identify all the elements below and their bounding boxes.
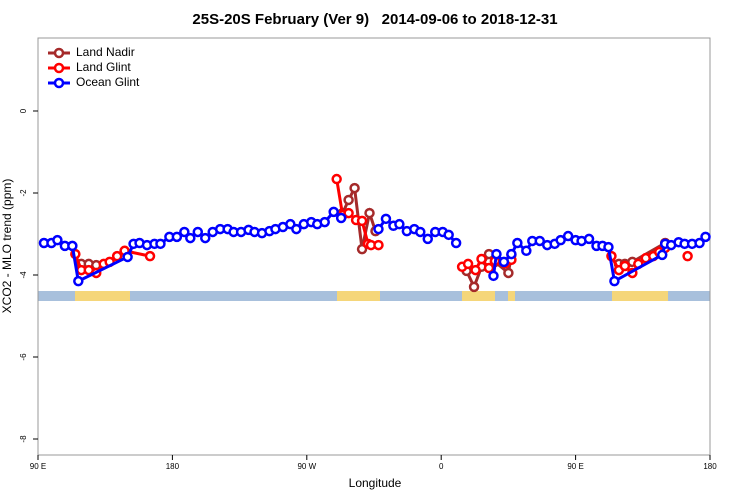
- data-point: [111, 250, 123, 262]
- data-point: [555, 234, 566, 246]
- data-point: [422, 233, 434, 245]
- data-point: [373, 239, 384, 251]
- data-point: [343, 207, 354, 219]
- data-point: [73, 275, 84, 287]
- data-point: [185, 232, 196, 244]
- data-point: [503, 267, 514, 279]
- data-point: [192, 226, 204, 238]
- data-point: [521, 245, 532, 257]
- data-point: [443, 229, 454, 241]
- data-point: [470, 264, 481, 276]
- data-point: [364, 207, 375, 219]
- data-point: [694, 237, 705, 249]
- data-point: [534, 235, 546, 247]
- data-point: [155, 238, 166, 250]
- data-point: [506, 248, 517, 260]
- data-point: [450, 237, 462, 249]
- data-point: [328, 206, 339, 218]
- legend-marker: [53, 77, 65, 89]
- y-tick-label: -8: [19, 435, 28, 443]
- data-point: [656, 249, 668, 261]
- data-point: [179, 226, 190, 238]
- x-tick-label: 90 E: [567, 462, 583, 471]
- legend-marker: [53, 47, 65, 59]
- data-point: [67, 240, 78, 252]
- data-point: [335, 212, 347, 224]
- y-tick-label: -2: [19, 189, 28, 197]
- y-tick-label: 0: [19, 108, 28, 113]
- data-point: [491, 248, 502, 260]
- x-tick-label: 0: [439, 462, 444, 471]
- x-tick-label: 180: [166, 462, 180, 471]
- data-point: [144, 250, 156, 262]
- data-point: [373, 223, 384, 235]
- y-axis-label: XCO2 - MLO trend (ppm): [0, 179, 14, 314]
- plot-frame: [37, 37, 711, 456]
- data-point: [562, 230, 574, 242]
- legend-marker: [53, 62, 65, 74]
- legend-label: Land Glint: [76, 60, 131, 74]
- data-point: [319, 216, 330, 228]
- data-point: [700, 231, 711, 243]
- legend-label: Land Nadir: [76, 45, 135, 59]
- x-tick-label: 180: [703, 462, 717, 471]
- y-tick-label: -4: [19, 271, 28, 279]
- data-point: [171, 231, 183, 243]
- data-point: [498, 256, 510, 268]
- data-point: [619, 260, 631, 272]
- data-point: [291, 223, 302, 235]
- data-point: [343, 194, 354, 206]
- data-point: [52, 234, 63, 246]
- data-point: [512, 237, 523, 249]
- chart-title: 25S-20S February (Ver 9) 2014-09-06 to 2…: [192, 11, 557, 28]
- x-tick-label: 90 E: [30, 462, 46, 471]
- data-point: [583, 233, 595, 245]
- land-ocean-band: [38, 291, 710, 301]
- data-point: [488, 270, 499, 282]
- data-point: [122, 251, 133, 263]
- data-point: [462, 258, 474, 270]
- data-point: [349, 182, 360, 194]
- data-point: [609, 275, 620, 287]
- x-tick-label: 90 W: [297, 462, 316, 471]
- data-point: [415, 226, 426, 238]
- x-axis-label: Longitude: [349, 476, 402, 490]
- data-point: [476, 253, 487, 265]
- data-point: [468, 281, 480, 293]
- data-point: [603, 241, 614, 253]
- data-point: [200, 232, 211, 244]
- data-point: [394, 218, 405, 230]
- data-point: [331, 173, 342, 185]
- data-point: [356, 215, 368, 227]
- data-point: [483, 262, 495, 274]
- legend-label: Ocean Glint: [76, 75, 140, 89]
- y-tick-label: -6: [19, 353, 28, 361]
- data-point: [380, 213, 392, 225]
- data-point: [682, 250, 693, 262]
